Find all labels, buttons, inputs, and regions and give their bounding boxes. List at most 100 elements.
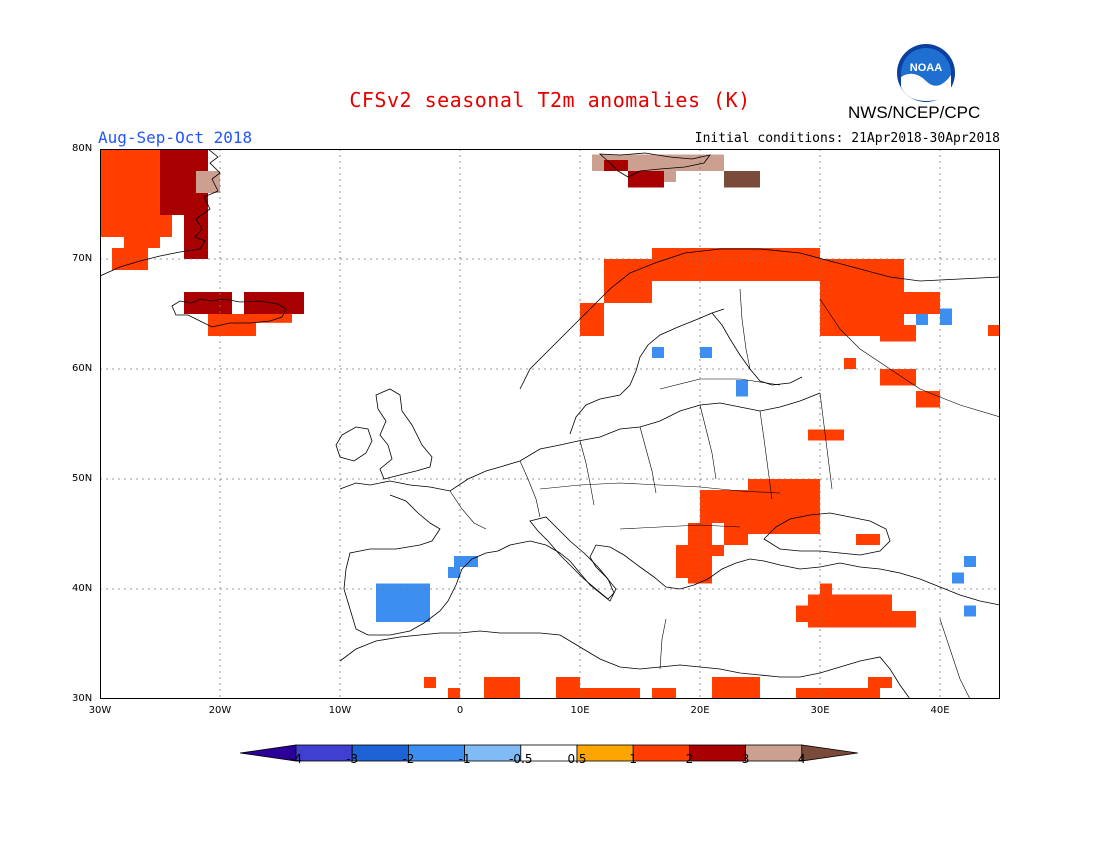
- coast-med-north: [497, 540, 1000, 606]
- legend-label: 4: [797, 752, 806, 766]
- anomaly-cell: [736, 380, 748, 397]
- anomaly-cell: [604, 259, 652, 303]
- legend-label: 1: [629, 752, 638, 766]
- lon-tick-label: 20E: [690, 705, 710, 716]
- anomaly-cell: [892, 611, 916, 628]
- coast-ireland: [335, 426, 373, 462]
- border-5: [699, 404, 717, 480]
- lat-tick-label: 30N: [72, 693, 93, 704]
- anomaly-cell: [700, 248, 820, 281]
- border-14: [939, 618, 971, 699]
- border-11: [739, 288, 751, 370]
- coastlines: [100, 149, 1000, 699]
- anomaly-cell: [244, 314, 292, 323]
- lon-tick-label: 40E: [930, 705, 950, 716]
- legend-swatch: [351, 744, 409, 762]
- coast-black-sea: [763, 512, 891, 556]
- legend-swatch: [407, 744, 465, 762]
- initial-conditions: Initial conditions: 21Apr2018-30Apr2018: [694, 131, 1000, 146]
- legend-swatch: [745, 744, 803, 762]
- anomaly-cell: [964, 605, 976, 617]
- border-3: [579, 440, 595, 506]
- legend-label: -2: [402, 752, 415, 766]
- anomaly-cell: [580, 303, 604, 336]
- anomaly-cell: [724, 171, 760, 188]
- anomaly-cell: [454, 556, 478, 567]
- border-6: [759, 410, 773, 500]
- border-9: [619, 524, 741, 530]
- lon-tick-label: 10E: [570, 705, 590, 716]
- border-12: [819, 298, 1000, 418]
- anomaly-cell: [820, 259, 904, 292]
- anomaly-cell: [748, 479, 820, 534]
- coast-scandinavia: [519, 248, 1000, 390]
- anomaly-cell: [988, 325, 1000, 336]
- anomaly-cell: [376, 583, 430, 622]
- lon-tick-label: 30E: [810, 705, 830, 716]
- anomaly-cell: [856, 534, 880, 545]
- anomaly-cell: [652, 248, 700, 281]
- org-label: NWS/NCEP/CPC: [848, 103, 981, 122]
- anomaly-cell: [940, 308, 952, 325]
- coast-iceland: [171, 298, 287, 328]
- anomaly-cell: [880, 325, 916, 342]
- anomaly-cell: [808, 594, 892, 628]
- coast-greenland: [100, 149, 221, 277]
- lat-tick-label: 50N: [72, 473, 93, 484]
- border-7: [819, 392, 833, 490]
- coast-britain: [375, 388, 433, 480]
- anomaly-cell: [448, 688, 460, 699]
- legend-label: 3: [741, 752, 750, 766]
- anomaly-cell: [808, 429, 844, 441]
- anomaly-cell: [484, 677, 520, 699]
- border-10: [659, 378, 781, 390]
- coast-svalbard: [598, 152, 711, 178]
- anomaly-cell: [712, 677, 760, 699]
- anomaly-cell: [796, 688, 880, 699]
- anomaly-cell: [964, 556, 976, 567]
- anomaly-cell: [424, 677, 436, 688]
- anomaly-cell: [952, 572, 964, 584]
- legend-arrow-low: [240, 744, 297, 762]
- lon-tick-label: 30W: [88, 705, 112, 716]
- anomaly-cells: [100, 149, 1000, 699]
- anomaly-cell: [868, 677, 892, 688]
- anomaly-cell: [700, 490, 724, 523]
- coast-europe-west: [339, 392, 821, 492]
- anomaly-cell: [652, 688, 676, 699]
- anomaly-cell: [124, 215, 160, 248]
- legend-label: -4: [290, 752, 302, 766]
- anomaly-cell: [628, 171, 664, 188]
- graticule: [100, 149, 1000, 699]
- border-8: [539, 482, 781, 494]
- legend-arrow-high: [801, 744, 858, 762]
- lon-tick-label: 10W: [328, 705, 352, 716]
- anomaly-cell: [904, 292, 940, 314]
- legend-swatch: [295, 744, 353, 762]
- anomaly-cell: [916, 314, 928, 325]
- coast-iberia: [343, 494, 499, 636]
- lat-tick-label: 80N: [72, 143, 93, 154]
- noaa-logo: NOAA: [897, 44, 955, 102]
- anomaly-cell: [580, 688, 640, 699]
- border-1: [449, 490, 487, 530]
- coast-africa: [339, 630, 911, 699]
- legend-label: -0.5: [509, 752, 533, 766]
- anomaly-cell: [676, 545, 694, 578]
- chart-title: CFSv2 seasonal T2m anomalies (K): [349, 88, 751, 112]
- anomaly-cell: [448, 567, 460, 578]
- anomaly-cell: [604, 160, 628, 171]
- anomaly-map: [100, 149, 1000, 699]
- lon-tick-label: 20W: [208, 705, 232, 716]
- border-13: [659, 618, 667, 670]
- anomaly-cell: [700, 347, 712, 358]
- border-2: [519, 460, 541, 518]
- anomaly-cell: [184, 292, 232, 314]
- coast-sweden: [569, 308, 725, 435]
- legend-label: -3: [346, 752, 359, 766]
- anomaly-cell: [712, 545, 724, 556]
- lat-tick-label: 60N: [72, 363, 93, 374]
- legend-label: -1: [458, 752, 471, 766]
- legend-label: 2: [685, 752, 694, 766]
- anomaly-cell: [196, 171, 220, 193]
